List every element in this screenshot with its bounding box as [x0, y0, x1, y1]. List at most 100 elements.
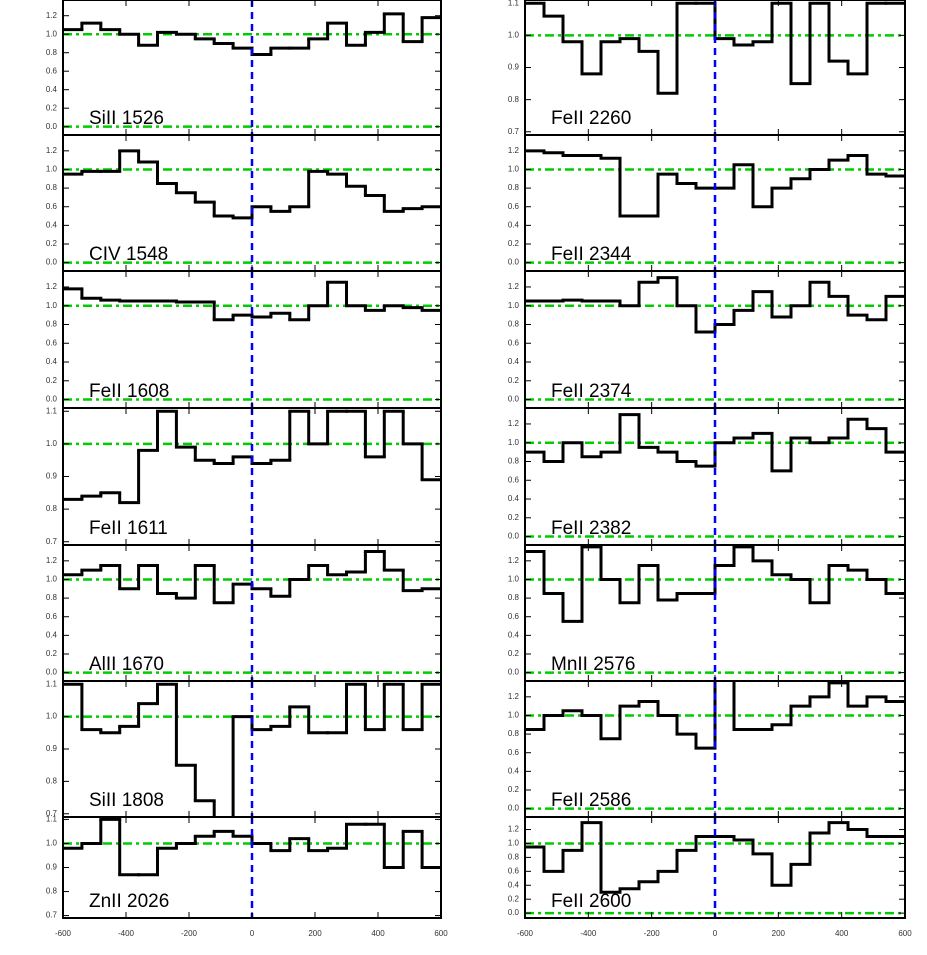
- panel-label: FeII 2586: [551, 790, 631, 811]
- y-tick-label: 0.6: [46, 202, 58, 211]
- x-tick-label: 200: [308, 929, 322, 938]
- y-tick-label: 0.4: [508, 220, 520, 229]
- panel-label: MnII 2576: [551, 654, 636, 675]
- x-tick-label: 0: [713, 929, 718, 938]
- y-tick-label: 0.0: [508, 395, 520, 404]
- y-tick-label: 0.2: [508, 785, 520, 794]
- y-tick-label: 0.0: [46, 668, 58, 677]
- plot-area: [525, 135, 905, 271]
- x-tick-label: 0: [250, 929, 255, 938]
- y-tick-label: 1.2: [508, 825, 520, 834]
- y-tick-label: 0.8: [46, 320, 58, 329]
- y-tick-label: 0.0: [508, 668, 520, 677]
- y-tick-label: 0.9: [46, 744, 58, 753]
- x-tick-label: -400: [118, 929, 135, 938]
- y-tick-label: 0.8: [508, 457, 520, 466]
- y-tick-label: 1.2: [46, 282, 58, 291]
- y-tick-label: 0.4: [46, 220, 58, 229]
- y-tick-label: 1.0: [46, 301, 58, 310]
- y-tick-label: 0.8: [46, 593, 58, 602]
- x-tick-label: -200: [644, 929, 661, 938]
- y-tick-label: 0.2: [46, 376, 58, 385]
- plot-area: [63, 135, 441, 271]
- y-tick-label: 0.6: [508, 338, 520, 347]
- plot-area: [525, 681, 905, 817]
- y-tick-label: 0.2: [508, 894, 520, 903]
- panel-label: CIV 1548: [89, 244, 168, 265]
- x-tick-label: 600: [898, 929, 912, 938]
- panel-label: FeII 2260: [551, 108, 631, 129]
- y-tick-label: 0.4: [46, 85, 58, 94]
- y-tick-label: 0.0: [46, 395, 58, 404]
- y-tick-label: 0.6: [508, 475, 520, 484]
- y-tick-label: 0.2: [46, 649, 58, 658]
- y-tick-label: 0.8: [508, 320, 520, 329]
- y-tick-label: 0.0: [46, 258, 58, 267]
- plot-area: [63, 817, 441, 918]
- y-tick-label: 1.2: [46, 556, 58, 565]
- x-tick-label: 400: [371, 929, 385, 938]
- y-tick-label: 0.8: [508, 95, 520, 104]
- y-tick-label: 0.0: [508, 258, 520, 267]
- plot-area: [63, 271, 441, 408]
- panel-label: AlII 1670: [89, 654, 164, 675]
- y-tick-label: 0.2: [508, 239, 520, 248]
- panel-label: FeII 1611: [89, 518, 168, 539]
- y-tick-label: 0.6: [508, 866, 520, 875]
- plot-area: [63, 681, 441, 817]
- y-tick-label: 1.2: [508, 556, 520, 565]
- y-tick-label: 1.2: [46, 11, 58, 20]
- y-tick-label: 1.0: [46, 712, 58, 721]
- y-tick-label: 0.9: [508, 63, 520, 72]
- y-tick-label: 0.4: [508, 880, 520, 889]
- y-tick-label: 0.7: [46, 809, 58, 818]
- x-tick-label: 600: [434, 929, 448, 938]
- y-tick-label: 1.1: [46, 815, 58, 824]
- y-tick-label: 0.8: [508, 853, 520, 862]
- y-tick-label: 0.8: [508, 183, 520, 192]
- y-tick-label: 1.2: [46, 146, 58, 155]
- y-tick-label: 0.2: [46, 103, 58, 112]
- y-tick-label: 1.0: [508, 711, 520, 720]
- plot-area: [525, 408, 905, 545]
- y-tick-label: 0.4: [508, 630, 520, 639]
- y-tick-label: 0.2: [46, 239, 58, 248]
- panel: 0.7 0.8 0.9 1.0 1.1 -600 -400 -200 0 200 400 600 ZnI…: [46, 815, 448, 939]
- panel: 0.0 0.2 0.4 0.6 0.8 1.0 1.2 FeII 2382: [508, 407, 906, 546]
- panel-label: FeII 2600: [551, 891, 631, 912]
- panel-frame: [62, 816, 442, 919]
- panel: 0.0 0.2 0.4 0.6 0.8 1.0 1.2 FeII 2344: [508, 134, 906, 272]
- panel: 0.0 0.2 0.4 0.6 0.8 1.0 1.2 FeII 2586: [508, 680, 906, 818]
- y-tick-label: 0.6: [508, 612, 520, 621]
- y-tick-label: 1.2: [508, 282, 520, 291]
- y-tick-label: 0.2: [508, 649, 520, 658]
- y-tick-label: 1.1: [46, 406, 58, 415]
- y-tick-label: 1.0: [508, 438, 520, 447]
- panel-label: FeII 2374: [551, 381, 632, 402]
- x-tick-label: -600: [517, 929, 534, 938]
- y-tick-label: 0.9: [46, 472, 58, 481]
- panel: 0.0 0.2 0.4 0.6 0.8 1.0 1.2 AlII 1670: [46, 544, 442, 682]
- y-tick-label: 1.0: [508, 301, 520, 310]
- y-tick-label: 0.4: [46, 630, 58, 639]
- plot-area: [63, 0, 441, 135]
- plot-area: [63, 408, 441, 545]
- y-tick-label: 0.8: [46, 504, 58, 513]
- y-tick-label: 0.0: [508, 804, 520, 813]
- y-tick-label: 0.7: [508, 127, 520, 136]
- y-tick-label: 0.8: [46, 183, 58, 192]
- x-tick-label: 200: [772, 929, 786, 938]
- y-tick-label: 1.0: [46, 165, 58, 174]
- y-tick-label: 0.2: [508, 513, 520, 522]
- y-tick-label: 0.7: [46, 537, 58, 546]
- y-tick-label: 1.0: [46, 575, 58, 584]
- y-tick-label: 1.2: [508, 419, 520, 428]
- y-tick-label: 0.8: [508, 593, 520, 602]
- y-tick-label: 1.1: [508, 0, 520, 7]
- y-tick-label: 0.0: [508, 532, 520, 541]
- y-tick-label: 1.0: [508, 575, 520, 584]
- y-tick-label: 0.6: [508, 748, 520, 757]
- plot-area: [525, 0, 905, 135]
- y-tick-label: 0.4: [508, 766, 520, 775]
